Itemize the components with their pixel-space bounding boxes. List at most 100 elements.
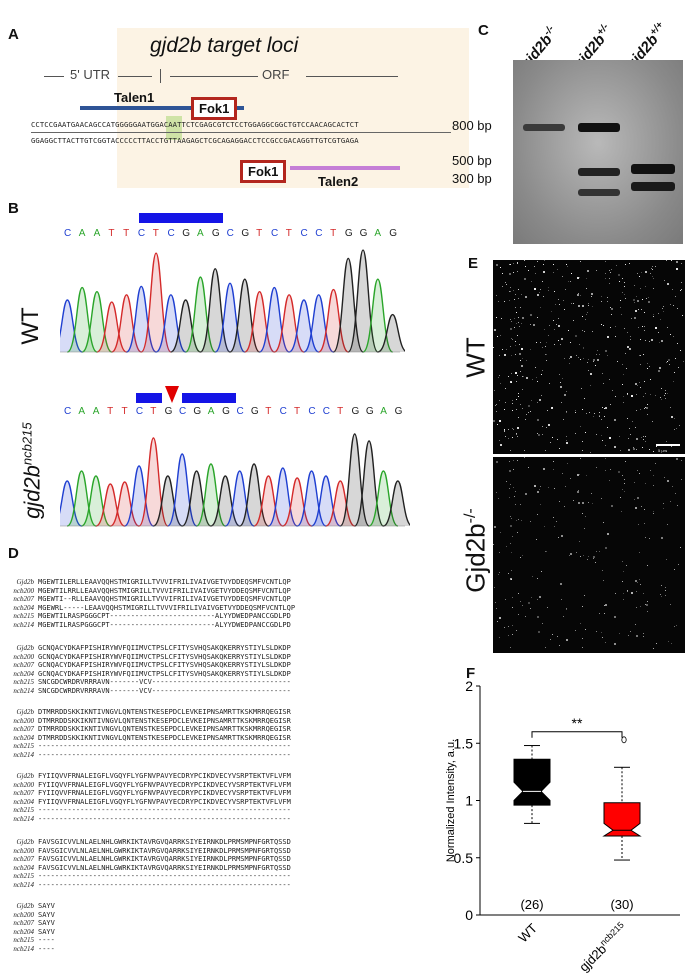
fluorescence-punctum	[618, 471, 621, 474]
fluorescence-punctum	[558, 304, 560, 306]
fluorescence-punctum	[658, 312, 660, 314]
fluorescence-punctum	[544, 646, 546, 648]
fluorescence-punctum	[619, 280, 621, 282]
fluorescence-punctum	[524, 260, 526, 262]
chromatogram-peak	[60, 299, 83, 353]
fluorescence-punctum	[606, 354, 608, 356]
fluorescence-punctum	[552, 264, 554, 266]
fluorescence-punctum	[627, 331, 629, 333]
fluorescence-punctum	[572, 303, 574, 305]
fluorescence-punctum	[542, 370, 544, 372]
alignment-seq: MGEWTI--RLLEAAVQQHSTMIGRILLTVVVIFRILIVAI…	[38, 595, 291, 604]
fluorescence-punctum	[615, 265, 617, 267]
fluorescence-punctum	[619, 436, 621, 438]
fluorescence-punctum	[538, 398, 541, 401]
fluorescence-punctum	[515, 432, 517, 434]
fluorescence-punctum	[567, 329, 569, 331]
fluorescence-punctum	[585, 431, 587, 433]
fluorescence-punctum	[509, 327, 512, 330]
marker-800: 800 bp	[452, 118, 492, 133]
fluorescence-punctum	[545, 342, 547, 344]
fluorescence-punctum	[498, 439, 500, 441]
fluorescence-punctum	[627, 345, 630, 348]
fluorescence-punctum	[526, 414, 528, 416]
fluorescence-punctum	[518, 325, 520, 327]
fluorescence-punctum	[519, 404, 521, 406]
fluorescence-punctum	[542, 347, 544, 349]
fluorescence-punctum	[636, 634, 639, 637]
fluorescence-punctum	[641, 447, 643, 449]
fluorescence-punctum	[499, 443, 502, 446]
alignment-seq: DTMRRDDSKKIKNTIVNGVLQNTENSTKESEPDCLEVKEI…	[38, 725, 291, 734]
fluorescence-punctum	[515, 399, 517, 401]
fluorescence-punctum	[514, 344, 516, 346]
fluorescence-punctum	[587, 358, 589, 360]
fluorescence-punctum	[663, 310, 665, 312]
fluorescence-punctum	[639, 606, 641, 608]
fluorescence-punctum	[580, 359, 582, 361]
fluorescence-punctum	[587, 502, 589, 504]
alignment-seq-name: Gjd2b	[16, 902, 35, 910]
fluorescence-punctum	[627, 634, 629, 636]
fluorescence-punctum	[572, 500, 574, 502]
fluorescence-punctum	[498, 300, 500, 302]
fluorescence-punctum	[553, 290, 555, 292]
fluorescence-punctum	[518, 396, 520, 398]
alignment-seq: SAYV	[38, 902, 55, 910]
fluorescence-punctum	[569, 553, 572, 556]
fluorescence-punctum	[591, 492, 593, 494]
panel-a-label: A	[8, 26, 19, 43]
fluorescence-punctum	[557, 268, 559, 270]
fluorescence-punctum	[577, 293, 579, 295]
fluorescence-punctum	[614, 396, 616, 398]
fluorescence-punctum	[576, 355, 578, 357]
x-category-label: gjd2bncb215	[575, 920, 630, 975]
scale-bar	[656, 444, 680, 446]
fluorescence-punctum	[626, 564, 628, 566]
fluorescence-punctum	[624, 282, 626, 284]
base-call: T	[121, 406, 128, 417]
fluorescence-punctum	[653, 510, 655, 512]
fluorescence-punctum	[530, 349, 532, 351]
fluorescence-punctum	[601, 636, 603, 638]
fluorescence-punctum	[667, 524, 669, 526]
fluorescence-punctum	[537, 631, 540, 634]
fluorescence-punctum	[528, 601, 531, 604]
fluorescence-punctum	[601, 439, 603, 441]
fluorescence-punctum	[560, 402, 562, 404]
fluorescence-punctum	[547, 424, 550, 427]
fluorescence-punctum	[559, 344, 561, 346]
fluorescence-punctum	[641, 271, 643, 273]
fluorescence-punctum	[542, 425, 544, 427]
fluorescence-punctum	[523, 376, 525, 378]
fluorescence-punctum	[609, 469, 611, 471]
fluorescence-punctum	[529, 608, 531, 610]
fluorescence-punctum	[627, 437, 629, 439]
fluorescence-punctum	[530, 280, 532, 282]
utr-orf-boundary	[160, 69, 161, 83]
fluorescence-punctum	[634, 285, 636, 287]
fluorescence-punctum	[603, 383, 605, 385]
alignment-seq-name: ncb200	[13, 586, 34, 595]
alignment-seq-name: ncb214	[13, 881, 34, 889]
fluorescence-punctum	[634, 482, 636, 484]
fluorescence-punctum	[680, 459, 682, 461]
fluorescence-punctum	[618, 274, 621, 277]
fluorescence-punctum	[601, 407, 603, 409]
fluorescence-punctum	[563, 393, 566, 396]
fluorescence-punctum	[634, 623, 636, 625]
fluorescence-punctum	[624, 285, 626, 287]
fluorescence-punctum	[606, 532, 609, 535]
fluorescence-punctum	[628, 449, 631, 452]
fluorescence-punctum	[512, 263, 514, 265]
fluorescence-punctum	[664, 477, 666, 479]
alignment-seq: FYIIQVVFRNALEIGFLVGQYFLYGFNVPAVYECDRYPCI…	[38, 780, 291, 789]
fluorescence-punctum	[638, 551, 640, 553]
fluorescence-punctum	[525, 419, 527, 421]
fluorescence-punctum	[587, 270, 590, 273]
fluorescence-punctum	[610, 326, 612, 328]
fluorescence-punctum	[584, 319, 586, 321]
fluorescence-punctum	[620, 510, 622, 512]
fluorescence-punctum	[610, 403, 612, 405]
fluorescence-punctum	[641, 506, 643, 508]
